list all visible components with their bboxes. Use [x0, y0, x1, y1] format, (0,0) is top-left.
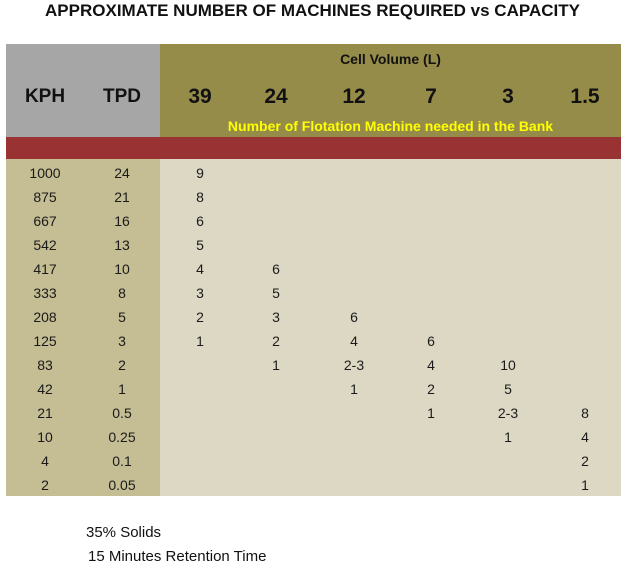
vol-39-cell: 1: [196, 333, 204, 349]
tpd-cell: 0.05: [108, 477, 136, 493]
vol-39-cell: 2: [196, 309, 204, 325]
header-left-panel: [6, 44, 160, 137]
body-left-panel: [6, 159, 160, 496]
kph-cell: 208: [33, 309, 57, 325]
volume-header-24: 24: [264, 85, 288, 108]
table-row: 542 13 5: [6, 233, 621, 257]
table-row: 42 1 1 2 5: [6, 377, 621, 401]
vol-39-cell: 4: [196, 261, 204, 277]
table-row: 667 16 6: [6, 209, 621, 233]
tpd-cell: 10: [114, 261, 130, 277]
kph-cell: 83: [37, 357, 53, 373]
vol-1-5-cell: 1: [581, 477, 589, 493]
volume-header-39: 39: [188, 85, 212, 108]
vol-39-cell: 6: [196, 213, 204, 229]
volume-header-1-5: 1.5: [570, 85, 600, 108]
volume-header-7: 7: [425, 85, 437, 108]
vol-7-cell: 4: [427, 357, 435, 373]
kph-cell: 125: [33, 333, 57, 349]
table-row: 10 0.25 1 4: [6, 425, 621, 449]
kph-cell: 2: [41, 477, 49, 493]
solids-note: 35% Solids: [86, 524, 162, 541]
vol-3-cell: 1: [504, 429, 512, 445]
tpd-cell: 5: [118, 309, 126, 325]
table-row: 333 8 3 5: [6, 281, 621, 305]
retention-note: 15 Minutes Retention Time: [88, 548, 267, 565]
page-title: APPROXIMATE NUMBER OF MACHINES REQUIRED …: [45, 1, 580, 20]
tpd-cell: 1: [118, 381, 126, 397]
body-right-panel: [160, 159, 621, 496]
table-row: 83 2 1 2-3 4 10: [6, 353, 621, 377]
tpd-cell: 8: [118, 285, 126, 301]
table-row: 2 0.05 1: [6, 473, 621, 497]
vol-3-cell: 5: [504, 381, 512, 397]
vol-12-cell: 4: [350, 333, 358, 349]
table-row: 125 3 1 2 4 6: [6, 329, 621, 353]
table-row: 21 0.5 1 2-3 8: [6, 401, 621, 425]
table-subtitle: Number of Flotation Machine needed in th…: [227, 118, 554, 134]
tpd-cell: 2: [118, 357, 126, 373]
vol-1-5-cell: 8: [581, 405, 589, 421]
kph-cell: 4: [41, 453, 49, 469]
vol-39-cell: 3: [196, 285, 204, 301]
table-row: 417 10 4 6: [6, 257, 621, 281]
tpd-header: TPD: [103, 86, 141, 107]
tpd-cell: 0.1: [112, 453, 132, 469]
kph-cell: 417: [33, 261, 57, 277]
header-right-panel: [160, 44, 621, 137]
kph-cell: 42: [37, 381, 53, 397]
vol-3-cell: 2-3: [497, 405, 519, 421]
vol-12-cell: 6: [350, 309, 358, 325]
kph-cell: 875: [33, 189, 57, 205]
vol-12-cell: 1: [350, 381, 358, 397]
cell-volume-label: Cell Volume (L): [340, 51, 441, 67]
table-row: 208 5 2 3 6: [6, 305, 621, 329]
vol-24-cell: 5: [272, 285, 280, 301]
kph-cell: 542: [33, 237, 57, 253]
vol-1-5-cell: 2: [581, 453, 589, 469]
vol-24-cell: 3: [272, 309, 280, 325]
vol-7-cell: 1: [427, 405, 435, 421]
kph-cell: 21: [37, 405, 53, 421]
kph-cell: 333: [33, 285, 57, 301]
table-row: 4 0.1 2: [6, 449, 621, 473]
vol-12-cell: 2-3: [343, 357, 365, 373]
tpd-cell: 3: [118, 333, 126, 349]
kph-cell: 1000: [29, 165, 61, 181]
vol-3-cell: 10: [500, 357, 516, 373]
vol-24-cell: 2: [272, 333, 280, 349]
vol-39-cell: 5: [196, 237, 204, 253]
kph-cell: 667: [33, 213, 57, 229]
tpd-cell: 0.25: [108, 429, 136, 445]
header-divider-band: [6, 137, 621, 159]
vol-7-cell: 2: [427, 381, 435, 397]
tpd-cell: 0.5: [112, 405, 132, 421]
vol-24-cell: 6: [272, 261, 280, 277]
tpd-cell: 21: [114, 189, 130, 205]
vol-7-cell: 6: [427, 333, 435, 349]
tpd-cell: 24: [114, 165, 130, 181]
volume-header-12: 12: [342, 85, 366, 108]
kph-header: KPH: [24, 86, 66, 107]
vol-24-cell: 1: [272, 357, 280, 373]
vol-39-cell: 9: [196, 165, 204, 181]
volume-header-3: 3: [502, 85, 514, 108]
kph-cell: 10: [37, 429, 53, 445]
vol-1-5-cell: 4: [581, 429, 589, 445]
tpd-cell: 13: [114, 237, 130, 253]
table-row: 1000 24 9: [6, 161, 621, 185]
tpd-cell: 16: [114, 213, 130, 229]
table-row: 875 21 8: [6, 185, 621, 209]
vol-39-cell: 8: [196, 189, 204, 205]
